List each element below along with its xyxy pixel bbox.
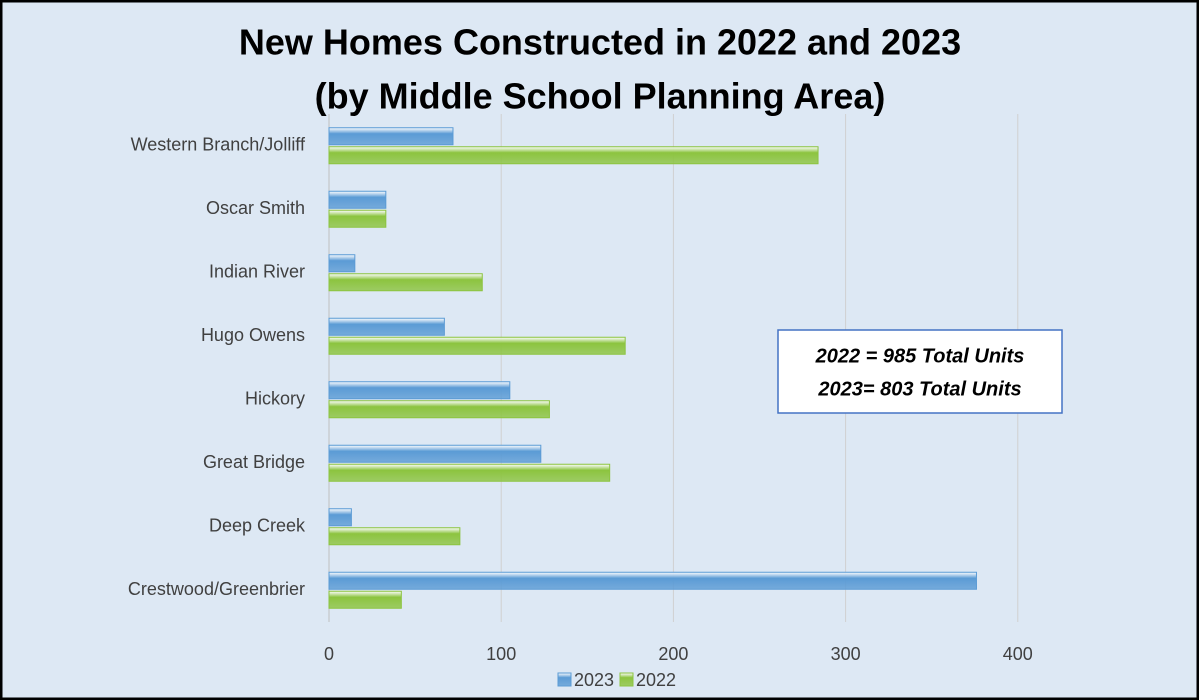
x-tick-label: 0 <box>324 644 334 664</box>
y-tick-label: Western Branch/Jolliff <box>131 135 306 155</box>
bar <box>328 146 819 165</box>
legend-swatch <box>557 672 572 687</box>
bar <box>328 254 356 273</box>
bar <box>328 190 387 209</box>
legend-label: 2023 <box>574 670 614 690</box>
y-tick-label: Great Bridge <box>203 452 305 472</box>
x-tick-label: 300 <box>831 644 861 664</box>
x-tick-label: 400 <box>1003 644 1033 664</box>
bar <box>328 381 511 400</box>
legend-swatch <box>619 672 634 687</box>
x-tick-label: 200 <box>658 644 688 664</box>
bar <box>328 571 977 590</box>
annotation-box <box>777 329 1063 414</box>
y-tick-label: Hickory <box>245 389 305 409</box>
bar <box>328 590 402 609</box>
legend-label: 2022 <box>636 670 676 690</box>
bar <box>328 336 626 355</box>
bar <box>328 273 483 292</box>
y-tick-label: Deep Creek <box>209 516 306 536</box>
y-tick-label: Oscar Smith <box>206 198 305 218</box>
bar <box>328 127 454 146</box>
annotation: 2022 = 985 Total Units <box>815 345 1025 367</box>
bar <box>328 463 611 482</box>
chart-title: (by Middle School Planning Area) <box>315 76 886 117</box>
y-tick-label: Crestwood/Greenbrier <box>128 579 305 599</box>
annotation: 2023= 803 Total Units <box>817 378 1021 400</box>
bar <box>328 527 461 546</box>
y-tick-label: Indian River <box>209 262 305 282</box>
chart-title: New Homes Constructed in 2022 and 2023 <box>239 22 961 63</box>
bar <box>328 209 387 228</box>
bar <box>328 444 542 463</box>
y-tick-label: Hugo Owens <box>201 325 305 345</box>
x-tick-label: 100 <box>486 644 516 664</box>
bar <box>328 317 445 336</box>
bar <box>328 400 550 419</box>
bar <box>328 508 352 527</box>
